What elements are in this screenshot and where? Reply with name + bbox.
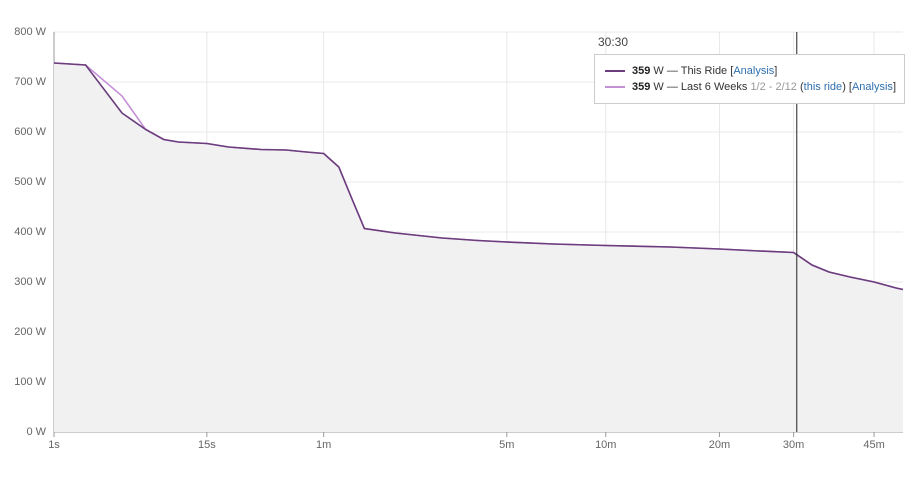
tooltip-entry: 359 W — This Ride [Analysis] (632, 65, 777, 77)
tooltip-text: ] (774, 65, 777, 77)
y-tick-label: 0 W (26, 426, 46, 438)
tooltip-unit: W — (650, 65, 680, 77)
y-tick-label: 300 W (14, 276, 46, 288)
x-tick-label: 15s (198, 439, 216, 451)
x-tick-label: 20m (709, 439, 730, 451)
y-tick-label: 800 W (14, 26, 46, 38)
x-tick-label: 1s (48, 439, 60, 451)
tooltip-box (594, 54, 905, 104)
link[interactable]: this ride (804, 81, 843, 93)
series-name: This Ride (681, 65, 727, 77)
link[interactable]: Analysis (852, 81, 893, 93)
y-tick-label: 600 W (14, 126, 46, 138)
link[interactable]: Analysis (733, 65, 774, 77)
tooltip-entry: 359 W — Last 6 Weeks 1/2 - 2/12 (this ri… (632, 81, 896, 93)
tooltip-value: 359 (632, 65, 650, 77)
x-tick-label: 1m (316, 439, 331, 451)
tooltip-title: 30:30 (598, 35, 628, 49)
tooltip-text: [ (727, 65, 733, 77)
series-name: Last 6 Weeks (681, 81, 748, 93)
x-tick-label: 30m (783, 439, 804, 451)
x-tick-label: 5m (499, 439, 514, 451)
tooltip-text: 1/2 - 2/12 (750, 81, 796, 93)
x-tick-label: 10m (595, 439, 616, 451)
y-tick-label: 700 W (14, 76, 46, 88)
tooltip-text: ( (797, 81, 804, 93)
tooltip-text: ) [ (842, 81, 852, 93)
series-line (53, 62, 904, 291)
x-tick-label: 45m (863, 439, 884, 451)
tooltip-value: 359 (632, 81, 650, 93)
y-tick-label: 200 W (14, 326, 46, 338)
y-tick-label: 100 W (14, 376, 46, 388)
tooltip-text: ] (893, 81, 896, 93)
area-fill (54, 63, 903, 432)
tooltip-unit: W — (650, 81, 681, 93)
y-tick-label: 400 W (14, 226, 46, 238)
y-tick-label: 500 W (14, 176, 46, 188)
